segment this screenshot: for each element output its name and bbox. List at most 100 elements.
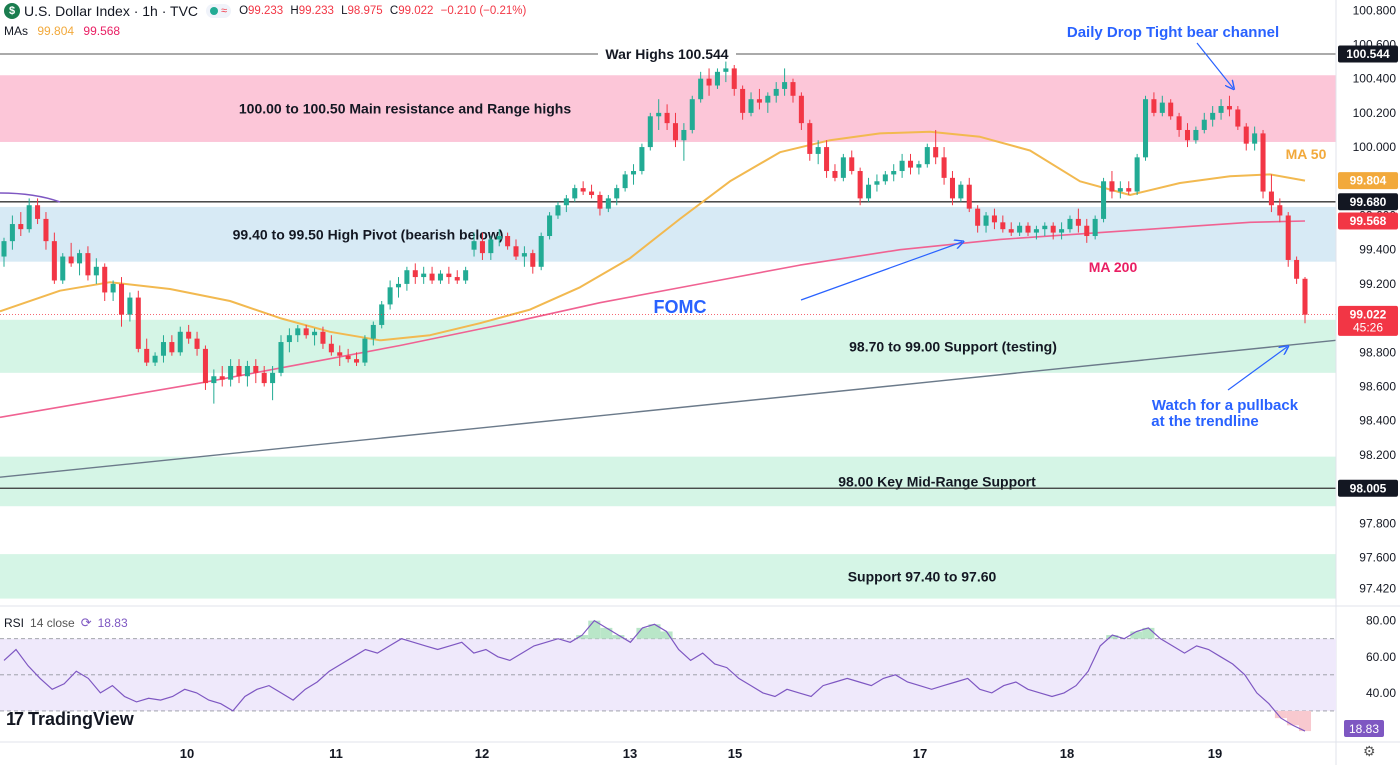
rsi-overbought-fill — [1106, 635, 1119, 639]
support-zone-98 — [0, 456, 1336, 507]
candle-body — [916, 164, 922, 168]
candle-body — [714, 71, 720, 86]
rsi-value-box — [1344, 720, 1384, 737]
candle-body — [471, 241, 477, 250]
pullback-note-line1: Watch for a pullback — [1152, 397, 1299, 414]
candle-body — [26, 205, 32, 230]
price-tick-label: 97.800 — [1359, 516, 1396, 530]
candle-body — [723, 68, 729, 72]
candle-body — [966, 184, 972, 209]
candle-body — [135, 297, 141, 349]
candle-body — [463, 270, 469, 281]
candle-body — [1017, 225, 1023, 233]
candle-body — [1101, 181, 1107, 219]
rsi-legend[interactable]: RSI 14 close ⟳ 18.83 — [4, 615, 128, 631]
tradingview-mark-icon: 17 — [6, 709, 24, 729]
candle-body — [144, 348, 150, 363]
candle-body — [857, 171, 863, 199]
pullback-arrow — [1227, 347, 1287, 391]
candle-body — [1000, 222, 1006, 230]
candle-body — [1134, 157, 1140, 192]
candle-body — [958, 184, 964, 199]
candle-body — [1033, 229, 1039, 233]
pivot-zone-label: 99.40 to 99.50 High Pivot (bearish below… — [233, 226, 504, 242]
candle-body — [1075, 218, 1081, 226]
rsi-legend-label: RSI — [4, 616, 25, 630]
candle-body — [261, 372, 267, 384]
fomc-arrow — [800, 242, 962, 301]
candle-body — [1008, 229, 1014, 233]
candle-body — [538, 236, 544, 267]
candle-body — [1210, 112, 1216, 120]
candle-body — [303, 328, 309, 336]
candle-body — [849, 157, 855, 172]
ohlc-readout: O99.233 H99.233 L98.975 C99.022 −0.210 (… — [239, 5, 527, 17]
candle-body — [1050, 225, 1056, 233]
candle-body — [933, 147, 939, 158]
candle-body — [1, 241, 7, 257]
candle-body — [597, 194, 603, 209]
candle-body — [102, 266, 108, 293]
candle-body — [1243, 126, 1249, 144]
gear-icon[interactable]: ⚙ — [1363, 743, 1376, 759]
candle-body — [647, 116, 653, 148]
candle-body — [1084, 225, 1090, 237]
candle-body — [395, 283, 402, 288]
countdown-label: 45:26 — [1353, 320, 1383, 334]
rsi-overbought-fill — [636, 627, 649, 639]
tradingview-logo[interactable]: 17 TradingView — [6, 709, 134, 730]
candle-body — [479, 241, 485, 254]
time-tick-label: 13 — [623, 746, 637, 761]
candle-body — [1201, 119, 1207, 130]
bear-channel-note: Daily Drop Tight bear channel — [1067, 24, 1279, 41]
price-label-value: 100.544 — [1346, 47, 1390, 61]
candle-body — [1260, 133, 1266, 192]
candle-body — [228, 365, 234, 380]
rsi-overbought-fill — [660, 631, 673, 639]
symbol-title[interactable]: U.S. Dollar Index · 1h · TVC — [24, 3, 199, 19]
candle-body — [1184, 129, 1191, 141]
ma200-note: MA 200 — [1089, 259, 1138, 275]
candle-body — [614, 188, 620, 199]
candle-body — [824, 147, 830, 172]
candle-body — [127, 297, 133, 315]
price-label-box — [1338, 172, 1398, 190]
dollar-logo-icon: $ — [4, 3, 20, 19]
pullback-note-line2: at the trendline — [1151, 413, 1259, 430]
candle-body — [983, 215, 989, 226]
candle-body — [1159, 102, 1165, 113]
refresh-icon[interactable]: ⟳ — [80, 615, 92, 630]
war-highs-label: War Highs 100.544 — [605, 46, 728, 62]
candle-body — [496, 236, 502, 240]
candle-body — [1302, 278, 1308, 315]
candle-body — [370, 324, 376, 339]
candle-body — [1143, 99, 1149, 158]
candle-body — [1285, 215, 1291, 260]
market-status-pill[interactable]: ≈ — [206, 4, 232, 18]
candle-body — [236, 365, 242, 377]
time-tick-label: 18 — [1060, 746, 1074, 761]
candle-body — [681, 129, 687, 141]
trendline — [0, 339, 1337, 478]
price-tick-label: 99.400 — [1359, 243, 1396, 257]
candle-body — [1193, 129, 1199, 141]
rsi-overbought-fill — [576, 635, 589, 639]
ma-legend[interactable]: MAs 99.804 99.568 — [4, 24, 120, 38]
price-tick-label: 100.800 — [1353, 3, 1397, 17]
candle-body — [244, 365, 250, 377]
ma-legend-label: MAs — [4, 24, 28, 38]
candle-body — [93, 266, 99, 276]
candle-body — [312, 331, 318, 336]
time-tick-label: 19 — [1208, 746, 1222, 761]
tradingview-wordmark: TradingView — [28, 709, 134, 729]
price-label-value: 98.005 — [1350, 481, 1387, 495]
candle-body — [1042, 225, 1048, 230]
price-tick-label: 97.420 — [1359, 581, 1396, 595]
candle-body — [169, 342, 175, 353]
candle-body — [354, 359, 360, 363]
rsi-tick-label: 40.00 — [1366, 686, 1396, 700]
price-label-box — [1338, 212, 1398, 230]
candle-body — [1277, 205, 1283, 216]
candle-body — [337, 352, 343, 356]
